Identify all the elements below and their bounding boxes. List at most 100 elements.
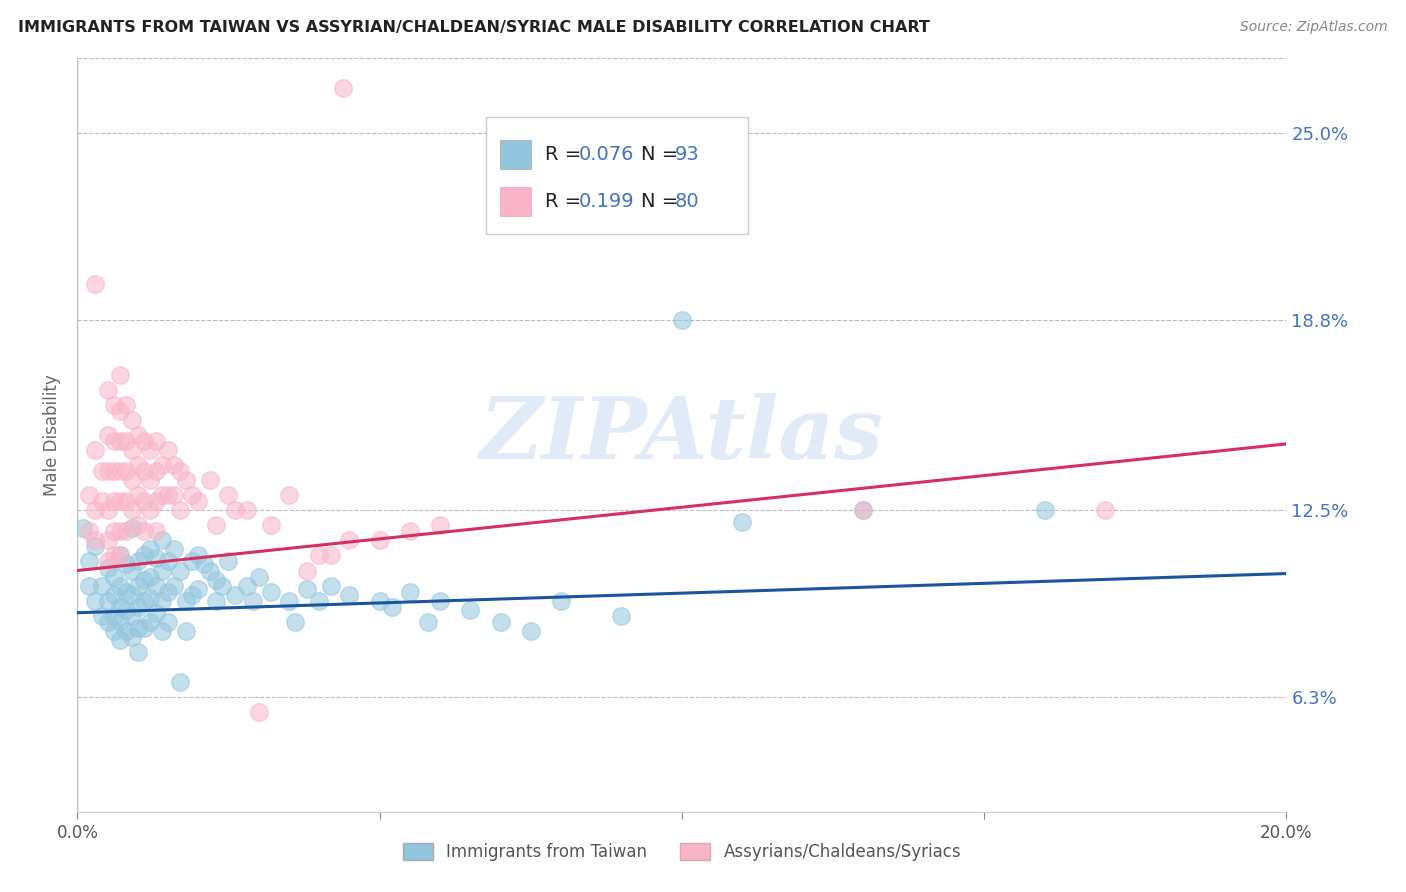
Point [108, 632, 131, 647]
Point [169, 675, 191, 690]
Point [218, 554, 240, 568]
Point [127, 488, 149, 502]
Y-axis label: Male Disability: Male Disability [44, 374, 62, 496]
Point [260, 518, 283, 533]
Point [247, 705, 270, 719]
Point [368, 593, 391, 607]
Text: R =: R = [546, 145, 588, 164]
Point [671, 313, 693, 327]
Point [72, 521, 94, 535]
Point [139, 473, 162, 487]
Text: Source: ZipAtlas.com: Source: ZipAtlas.com [1240, 20, 1388, 34]
Point [108, 524, 131, 539]
Point [127, 458, 149, 472]
Point [145, 434, 167, 448]
Point [108, 368, 131, 382]
Point [90, 608, 112, 623]
Point [96, 560, 118, 574]
Text: N =: N = [641, 145, 685, 164]
Point [174, 473, 197, 487]
Point [114, 558, 136, 572]
Point [103, 608, 125, 623]
Point [114, 464, 136, 478]
Point [247, 569, 270, 583]
Point [108, 464, 131, 478]
Point [84, 442, 107, 457]
Point [139, 442, 162, 457]
Point [610, 608, 633, 623]
Point [852, 503, 875, 517]
Point [145, 524, 167, 539]
Point [429, 518, 451, 533]
Point [103, 624, 125, 638]
Point [278, 593, 301, 607]
Point [79, 554, 101, 568]
Point [187, 549, 209, 563]
Point [295, 582, 318, 596]
Point [114, 584, 136, 599]
Point [103, 569, 125, 583]
Point [150, 593, 173, 607]
Point [399, 524, 422, 539]
Point [96, 503, 118, 517]
Point [132, 464, 155, 478]
Point [193, 558, 215, 572]
Point [337, 533, 360, 548]
Point [150, 564, 173, 578]
Point [96, 554, 118, 568]
Point [108, 579, 131, 593]
Point [200, 564, 222, 578]
Text: 93: 93 [675, 145, 699, 164]
Point [108, 599, 131, 614]
Point [368, 533, 391, 548]
Point [121, 503, 143, 517]
Point [157, 615, 180, 629]
Point [132, 494, 155, 508]
Point [121, 442, 143, 457]
Point [337, 588, 360, 602]
Point [108, 615, 131, 629]
Point [84, 533, 107, 548]
Point [145, 551, 167, 566]
Point [205, 518, 228, 533]
Point [127, 554, 149, 568]
Point [169, 503, 191, 517]
Point [108, 549, 131, 563]
Point [96, 427, 118, 442]
Point [103, 434, 125, 448]
Point [103, 464, 125, 478]
Point [145, 606, 167, 620]
Point [458, 603, 481, 617]
Point [235, 579, 257, 593]
Point [127, 427, 149, 442]
Point [520, 624, 543, 638]
Point [169, 464, 191, 478]
Point [96, 383, 118, 397]
Point [150, 458, 173, 472]
Point [96, 615, 118, 629]
Point [139, 569, 162, 583]
Point [114, 434, 136, 448]
Point [127, 645, 149, 659]
Text: IMMIGRANTS FROM TAIWAN VS ASSYRIAN/CHALDEAN/SYRIAC MALE DISABILITY CORRELATION C: IMMIGRANTS FROM TAIWAN VS ASSYRIAN/CHALD… [18, 20, 931, 35]
Point [163, 542, 186, 557]
Point [132, 549, 155, 563]
Legend: Immigrants from Taiwan, Assyrians/Chaldeans/Syriacs: Immigrants from Taiwan, Assyrians/Chalde… [396, 836, 967, 867]
Point [132, 434, 155, 448]
Point [139, 542, 162, 557]
Point [103, 524, 125, 539]
Text: 0.199: 0.199 [579, 192, 634, 211]
Point [278, 488, 301, 502]
Point [181, 554, 204, 568]
Point [103, 398, 125, 412]
Point [181, 488, 204, 502]
Point [150, 624, 173, 638]
Point [96, 593, 118, 607]
Point [114, 624, 136, 638]
Point [108, 549, 131, 563]
Point [157, 442, 180, 457]
Point [121, 588, 143, 602]
Point [145, 494, 167, 508]
Point [489, 615, 512, 629]
Point [103, 494, 125, 508]
